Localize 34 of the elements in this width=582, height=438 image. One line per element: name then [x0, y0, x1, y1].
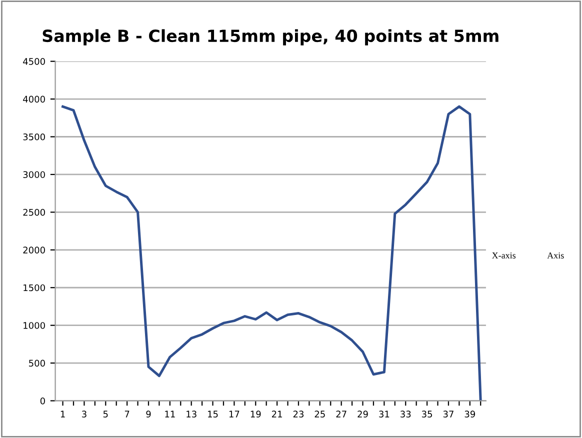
y-tick-label: 3000: [23, 171, 45, 178]
line-series: [62, 105, 482, 401]
text: X-axis: [492, 252, 516, 259]
x-tick-label: 21: [272, 410, 282, 418]
x-tick-label: 1: [60, 410, 65, 418]
x-tick-label: 39: [464, 410, 476, 418]
x-tick-label: 19: [250, 410, 261, 418]
text: Axis: [547, 252, 564, 259]
y-tick-label: 0: [40, 398, 45, 404]
y-tick-label: 4500: [23, 58, 45, 65]
x-tick-label: 5: [103, 410, 108, 418]
x-tick-label: 9: [146, 410, 151, 418]
x-tick-label: 7: [124, 410, 130, 418]
y-tick-label: 2000: [23, 246, 45, 254]
chart-title: Sample B - Clean 115mm pipe, 40 points at 5mm: [42, 29, 498, 46]
x-tick-label: 13: [186, 410, 196, 418]
y-tick-label: 2500: [23, 208, 45, 216]
x-tick-label: 31: [379, 410, 390, 418]
y-tick-label: 500: [29, 360, 45, 367]
y-tick-label: 1000: [24, 322, 45, 329]
x-tick-label: 11: [165, 410, 175, 418]
x-tick-label: 25: [314, 410, 325, 418]
x-tick-label: 29: [358, 410, 368, 418]
x-tick-label: 17: [229, 410, 240, 418]
x-tick-label: 35: [422, 410, 432, 418]
y-tick-label: 4000: [23, 96, 45, 103]
x-tick-label: 3: [82, 410, 86, 418]
x-tick-label: 23: [293, 410, 304, 418]
x-tick-label: 37: [443, 410, 454, 418]
y-tick-label: 1500: [24, 284, 45, 292]
x-tick-label: 33: [400, 410, 411, 418]
y-tick-label: 3500: [23, 133, 45, 140]
x-tick-label: 15: [208, 410, 218, 418]
x-tick-label: 27: [336, 410, 346, 418]
